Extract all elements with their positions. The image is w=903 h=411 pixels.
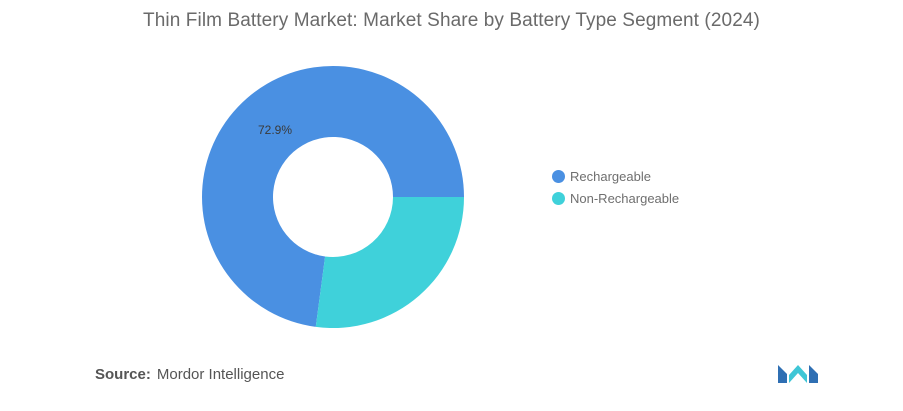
legend-swatch-rechargeable [552, 169, 565, 183]
donut-slice-rechargeable [202, 65, 465, 327]
legend-item-non-rechargeable: Non-Rechargeable [552, 187, 679, 209]
legend-label-non-rechargeable: Non-Rechargeable [570, 190, 680, 206]
source-label: Source: [95, 366, 151, 383]
logo-left-bar [778, 365, 787, 383]
legend-item-rechargeable: Rechargeable [552, 165, 679, 187]
source-note: Source: Mordor Intelligence [95, 366, 284, 383]
chart-title: Thin Film Battery Market: Market Share b… [143, 10, 760, 31]
legend-swatch-non-rechargeable [552, 191, 565, 205]
logo-middle-shape [789, 365, 807, 383]
source-text: Mordor Intelligence [156, 366, 285, 383]
legend-label-rechargeable: Rechargeable [570, 168, 651, 184]
data-label-rechargeable: 72.9% [258, 123, 292, 137]
donut-slice-non-rechargeable [315, 197, 464, 328]
mordor-intelligence-logo-icon [778, 365, 818, 383]
logo-right-bar [809, 365, 818, 383]
legend: Rechargeable Non-Rechargeable [552, 165, 679, 209]
